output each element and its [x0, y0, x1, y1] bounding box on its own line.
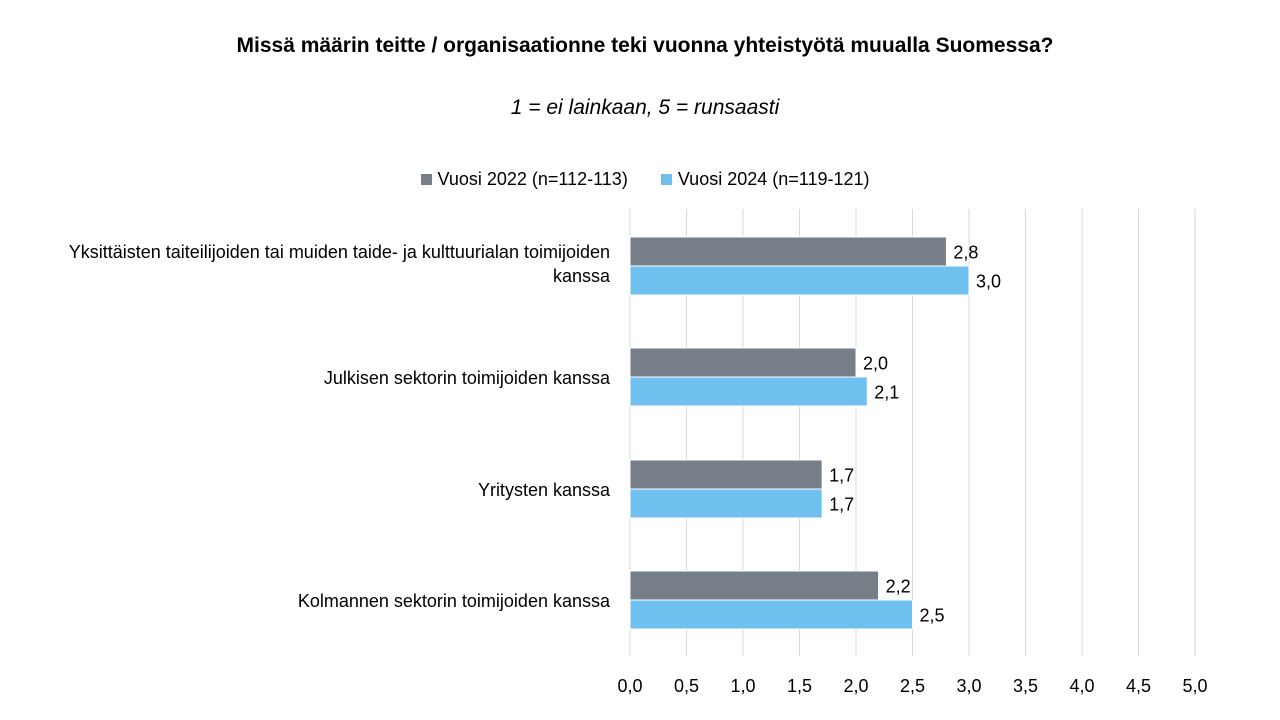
- x-tick-label: 2,0: [843, 676, 868, 696]
- x-tick-label: 1,0: [730, 676, 755, 696]
- category-label-public-sector: Julkisen sektorin toimijoiden kanssa: [323, 368, 610, 388]
- x-tick-label: 4,0: [1069, 676, 1094, 696]
- bar-2024: [629, 376, 868, 407]
- legend-label-2022: Vuosi 2022 (n=112-113): [437, 169, 628, 190]
- data-label: 2,1: [874, 383, 899, 403]
- category-label-artists: Yksittäisten taiteilijoiden tai muiden t…: [68, 242, 610, 286]
- data-label: 1,7: [829, 466, 854, 486]
- bar-2024: [629, 265, 970, 296]
- x-tick-label: 0,0: [617, 676, 642, 696]
- x-tick-label: 0,5: [674, 676, 699, 696]
- data-label: 2,0: [863, 354, 888, 374]
- chart-title: Missä määrin teitte / organisaationne te…: [236, 34, 1054, 57]
- legend-swatch-2024: [660, 174, 672, 186]
- bar-2024: [629, 488, 823, 519]
- category-label-third-sector: Kolmannen sektorin toimijoiden kanssa: [297, 591, 610, 611]
- x-tick-label: 3,0: [956, 676, 981, 696]
- x-tick-label: 5,0: [1182, 676, 1207, 696]
- bar-2022: [629, 236, 947, 267]
- category-label-companies: Yritysten kanssa: [477, 480, 610, 500]
- data-label: 2,2: [886, 577, 911, 597]
- x-tick-label: 4,5: [1126, 676, 1151, 696]
- bar-2024: [629, 599, 913, 630]
- bar-2022: [629, 347, 857, 378]
- x-tick-label: 3,5: [1013, 676, 1038, 696]
- data-label: 2,8: [953, 243, 978, 263]
- bar-2022: [629, 570, 880, 601]
- x-tick-label: 2,5: [900, 676, 925, 696]
- chart-subtitle: 1 = ei lainkaan, 5 = runsaasti: [510, 96, 780, 119]
- x-tick-label: 1,5: [787, 676, 812, 696]
- legend-item-2024: Vuosi 2024 (n=119-121): [660, 167, 870, 191]
- data-label: 3,0: [976, 272, 1001, 292]
- legend-swatch-2022: [420, 174, 432, 186]
- legend-label-2024: Vuosi 2024 (n=119-121): [677, 169, 870, 190]
- legend-item-2022: Vuosi 2022 (n=112-113): [420, 167, 628, 191]
- data-label: 1,7: [829, 495, 854, 515]
- legend: Vuosi 2022 (n=112-113) Vuosi 2024 (n=119…: [0, 166, 1280, 191]
- data-label: 2,5: [920, 606, 945, 626]
- bar-2022: [629, 459, 823, 490]
